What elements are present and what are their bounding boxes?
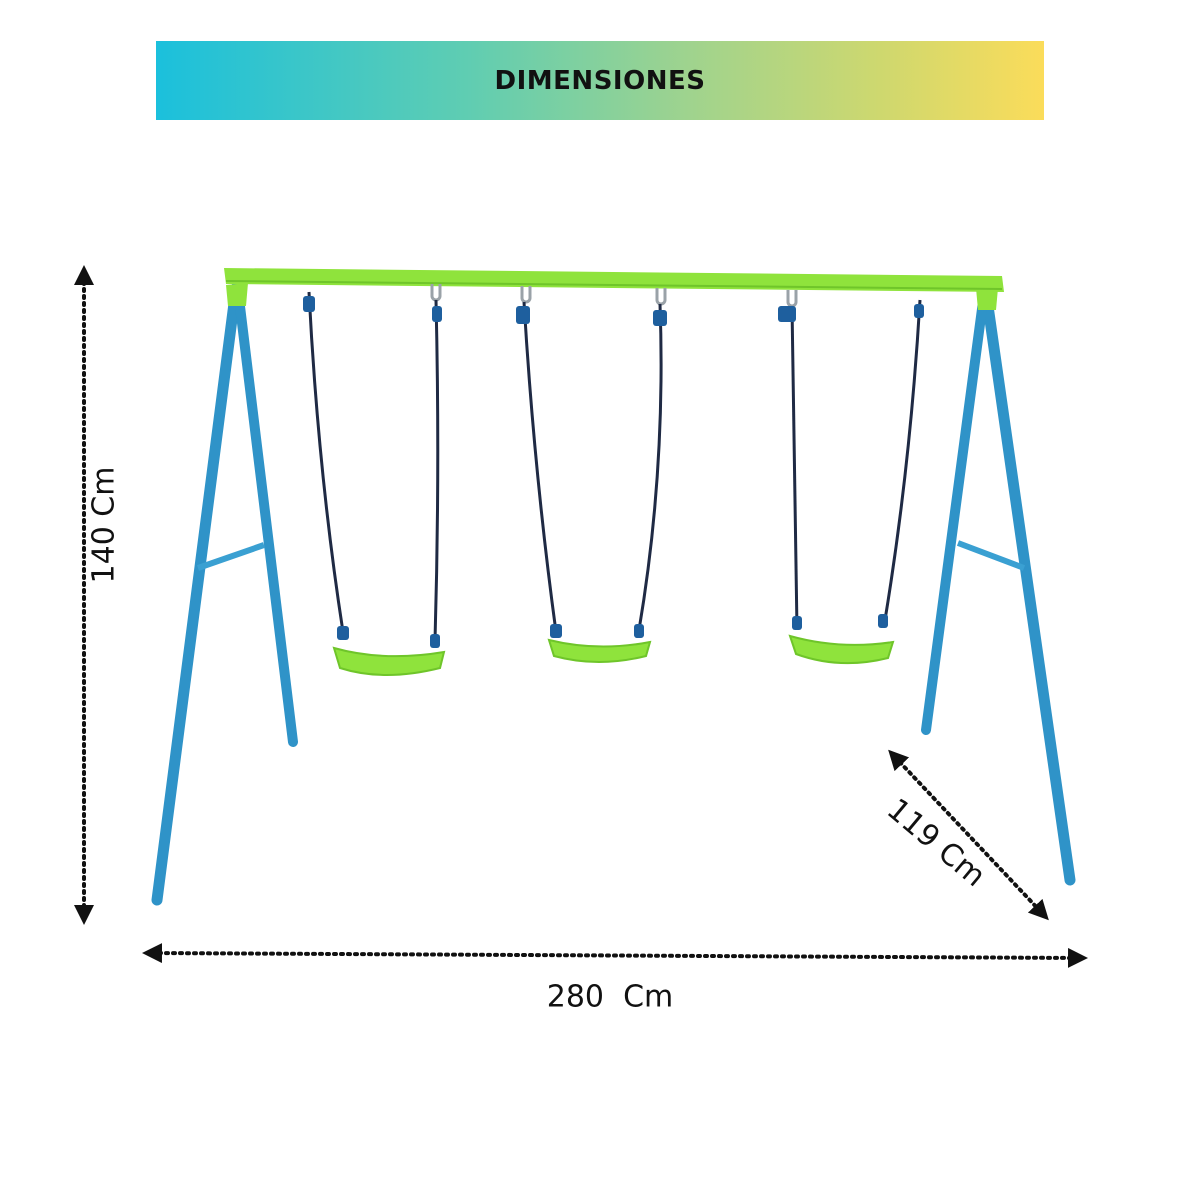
width-label: 280 Cm [546,979,674,1015]
seat-left [332,646,446,676]
height-label: 140 Cm [86,466,122,584]
left-back-leg [233,285,298,747]
banner-title: DIMENSIONES [494,65,706,96]
dimensions-banner: DIMENSIONES [156,41,1044,120]
right-leg-cap [976,288,998,310]
rope-clips [303,296,924,648]
left-front-leg [151,282,242,906]
swing-frame [151,268,1076,906]
right-front-leg [980,286,1076,886]
swing-seats [332,634,895,676]
top-bar [224,268,1004,292]
right-cross-brace [956,540,1026,571]
width-arrow [142,943,1088,968]
seat-right [788,634,895,665]
swing-ropes [307,291,922,641]
right-back-leg [921,289,989,735]
depth-arrow [888,749,1049,921]
left-cross-brace [197,542,265,571]
left-leg-cap [226,283,248,306]
seat-middle [547,638,652,663]
